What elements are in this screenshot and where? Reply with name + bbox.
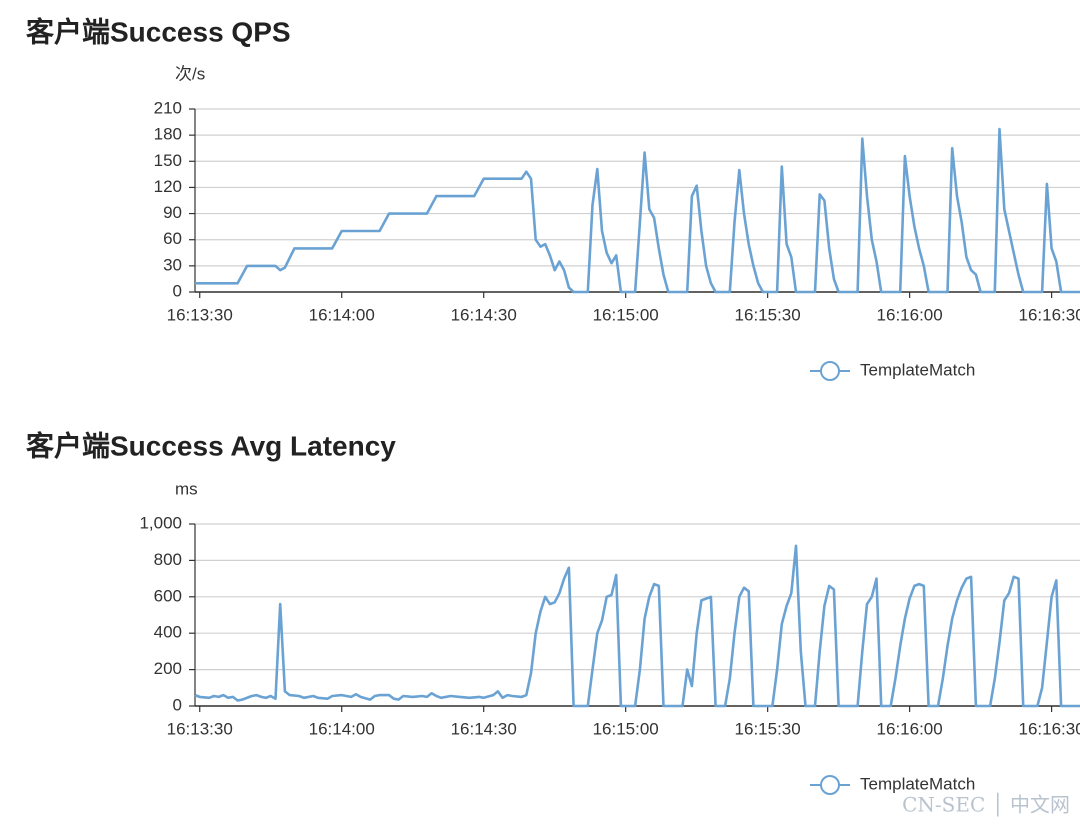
x-tick-label: 16:14:30 xyxy=(451,305,517,324)
y-axis-unit: 次/s xyxy=(175,64,205,83)
y-tick-label: 30 xyxy=(163,255,182,274)
x-tick-label: 16:16:00 xyxy=(877,719,943,738)
y-tick-label: 90 xyxy=(163,203,182,222)
y-tick-label: 800 xyxy=(154,550,182,569)
y-tick-label: 200 xyxy=(154,659,182,678)
legend-label: TemplateMatch xyxy=(860,360,975,379)
x-tick-label: 16:14:00 xyxy=(309,719,375,738)
legend-label: TemplateMatch xyxy=(860,774,975,793)
y-tick-label: 150 xyxy=(154,151,182,170)
x-tick-label: 16:16:30 xyxy=(1019,305,1080,324)
y-tick-label: 210 xyxy=(154,98,182,117)
x-tick-label: 16:15:30 xyxy=(735,305,801,324)
legend-marker xyxy=(820,361,840,381)
series-line xyxy=(194,544,1080,708)
chart-title: 客户端Success Avg Latency xyxy=(26,429,396,461)
y-tick-label: 180 xyxy=(154,125,182,144)
x-tick-label: 16:13:30 xyxy=(167,719,233,738)
watermark: CN-SEC │ 中文网 xyxy=(902,793,1070,817)
x-tick-label: 16:16:30 xyxy=(1019,719,1080,738)
y-axis-unit: ms xyxy=(175,479,198,498)
y-tick-label: 400 xyxy=(154,623,182,642)
x-tick-label: 16:14:00 xyxy=(309,305,375,324)
chart-title: 客户端Success QPS xyxy=(26,15,291,47)
x-tick-label: 16:14:30 xyxy=(451,719,517,738)
x-tick-label: 16:13:30 xyxy=(167,305,233,324)
y-tick-label: 1,000 xyxy=(139,513,182,532)
legend-marker xyxy=(820,775,840,795)
y-tick-label: 0 xyxy=(173,695,182,714)
x-tick-label: 16:16:00 xyxy=(877,305,943,324)
series-line xyxy=(195,127,1080,294)
x-tick-label: 16:15:00 xyxy=(593,305,659,324)
y-tick-label: 0 xyxy=(173,281,182,300)
y-tick-label: 120 xyxy=(154,177,182,196)
x-tick-label: 16:15:00 xyxy=(593,719,659,738)
y-tick-label: 600 xyxy=(154,586,182,605)
x-tick-label: 16:15:30 xyxy=(735,719,801,738)
y-tick-label: 60 xyxy=(163,229,182,248)
